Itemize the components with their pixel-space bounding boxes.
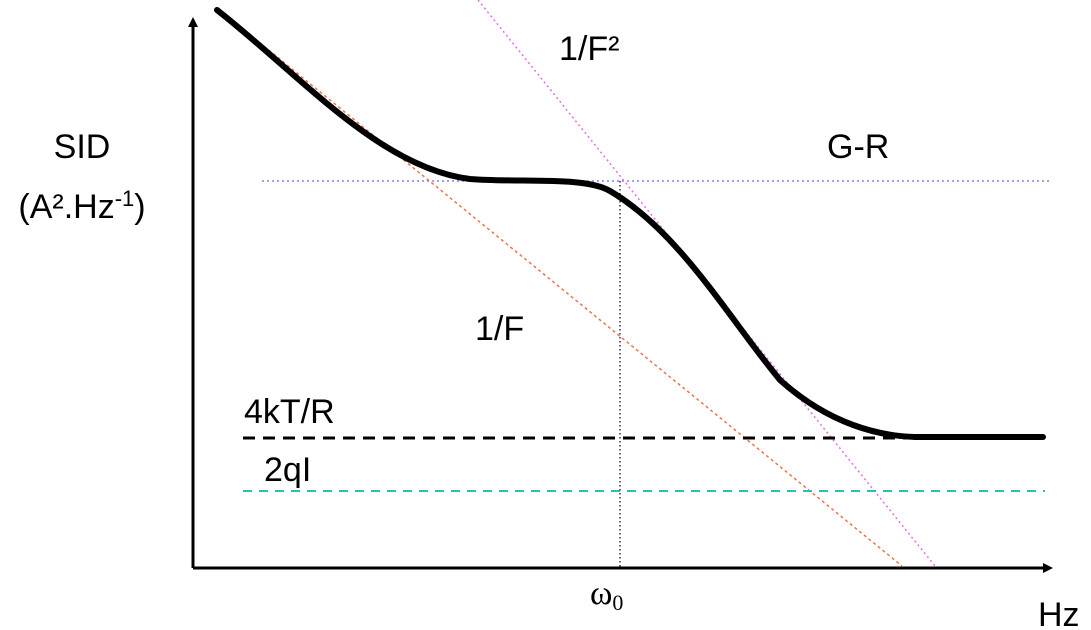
- y-axis-label-line2: (A².Hz-1): [18, 186, 145, 226]
- omega-zero-label: ω0: [590, 575, 623, 615]
- x-axis-label: Hz: [1038, 596, 1080, 630]
- one-over-f-label: 1/F: [475, 310, 524, 348]
- one-over-f-line: [221, 11, 903, 567]
- one-over-f-squared-label: 1/F²: [559, 30, 619, 68]
- shot-noise-label: 2qI: [264, 451, 311, 489]
- thermal-noise-label: 4kT/R: [244, 393, 335, 431]
- y-axis-label-line1: SID: [54, 128, 111, 166]
- g-r-label: G-R: [827, 128, 889, 166]
- one-over-f-squared-line: [477, 0, 936, 567]
- total-noise-curve: [214, 7, 1046, 440]
